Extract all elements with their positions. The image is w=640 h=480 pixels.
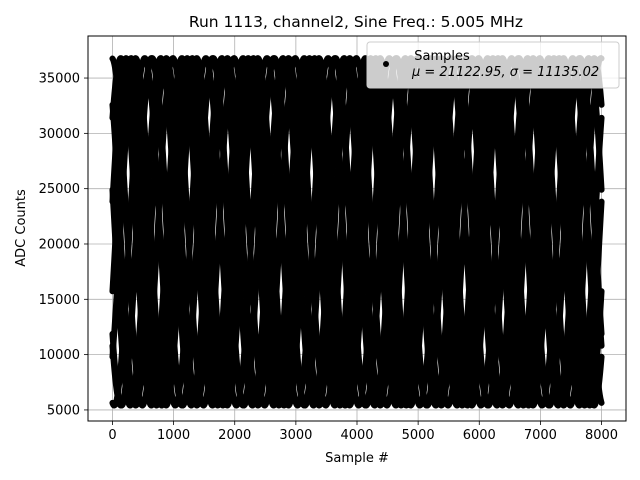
sample-trace [109, 55, 605, 409]
legend: Samples μ = 21122.95, σ = 11135.02 [366, 41, 620, 89]
legend-box [366, 41, 620, 89]
y-tick-label: 15000 [39, 293, 80, 308]
x-tick-label: 1000 [157, 428, 190, 443]
y-axis-ticks: 5000 10000 15000 20000 25000 30000 35000 [39, 72, 88, 418]
x-tick-label: 0 [108, 428, 116, 443]
legend-entry: μ = 21122.95, σ = 11135.02 [411, 65, 599, 80]
y-tick-label: 5000 [47, 403, 80, 418]
x-tick-label: 7000 [524, 428, 557, 443]
sample-trace [109, 55, 605, 409]
x-tick-label: 3000 [279, 428, 312, 443]
y-tick-label: 35000 [39, 72, 80, 87]
x-tick-label: 2000 [218, 428, 251, 443]
legend-title: Samples [414, 49, 470, 64]
y-tick-label: 10000 [39, 348, 80, 363]
legend-marker [383, 61, 389, 67]
chart-title: Run 1113, channel2, Sine Freq.: 5.005 MH… [189, 13, 523, 31]
x-axis-label: Sample # [325, 451, 389, 466]
x-tick-label: 5000 [402, 428, 435, 443]
y-tick-label: 20000 [39, 237, 80, 252]
x-tick-label: 8000 [585, 428, 618, 443]
x-axis-ticks: 0 1000 2000 3000 4000 5000 6000 7000 8000 [108, 421, 618, 443]
sample-trace [109, 55, 605, 409]
y-tick-label: 30000 [39, 127, 80, 142]
series-samples [109, 55, 605, 409]
x-tick-label: 6000 [463, 428, 496, 443]
y-tick-label: 25000 [39, 182, 80, 197]
y-axis-label: ADC Counts [14, 189, 29, 267]
x-tick-label: 4000 [340, 428, 373, 443]
